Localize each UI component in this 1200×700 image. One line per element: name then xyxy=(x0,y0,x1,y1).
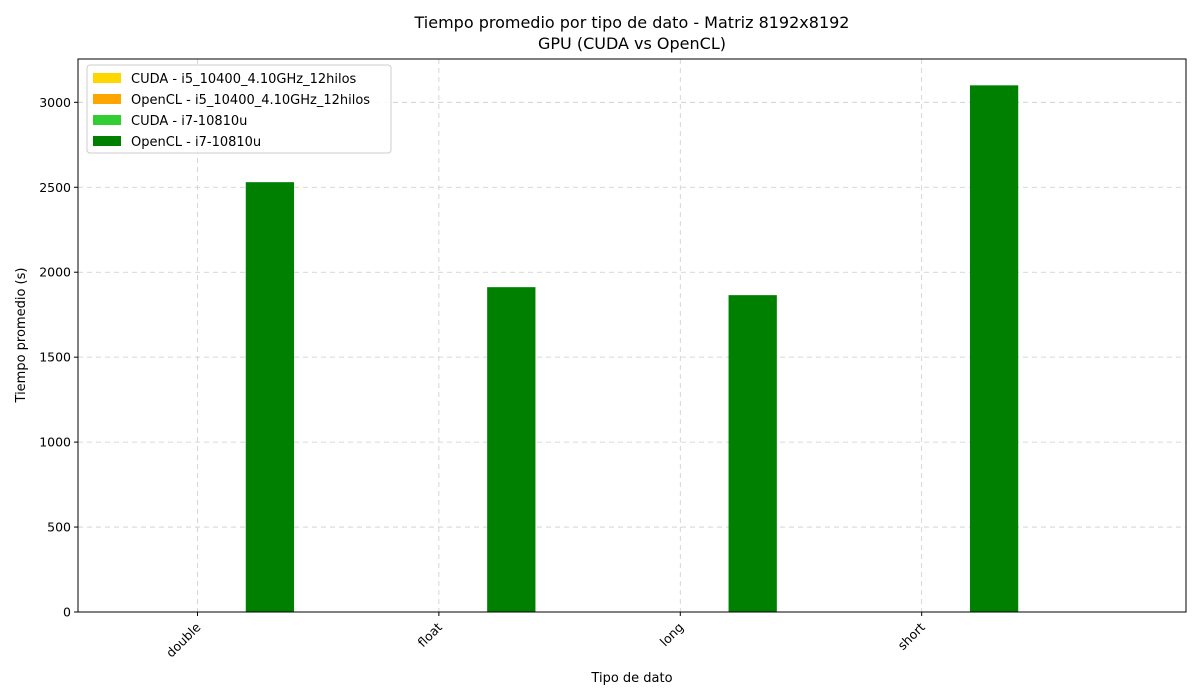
y-axis-ticks: 0 500 1000 1500 2000 2500 3000 xyxy=(39,95,78,620)
bar-short-series-3 xyxy=(969,85,1019,613)
legend-box xyxy=(86,64,392,154)
y-tick-label: 1000 xyxy=(39,435,71,450)
x-axis-label: Tipo de dato xyxy=(590,671,672,686)
y-tick-label: 2500 xyxy=(39,180,71,195)
chart-subtitle: GPU (CUDA vs OpenCL) xyxy=(538,34,726,53)
bar-float-series-3 xyxy=(487,287,536,612)
y-tick-label: 3000 xyxy=(39,95,71,110)
legend-entry-2: CUDA - i7-10810u xyxy=(131,114,247,129)
bar-double-series-3 xyxy=(245,182,295,612)
y-tick-label: 500 xyxy=(47,520,71,535)
legend-swatch xyxy=(93,73,121,83)
x-axis-ticks: double float long short xyxy=(163,612,928,660)
x-tick-label-long: long xyxy=(657,620,687,650)
legend-entry-1: OpenCL - i5_10400_4.10GHz_12hilos xyxy=(131,93,370,108)
y-axis-label: Tiempo promedio (s) xyxy=(14,268,29,404)
bar-long-series-3 xyxy=(728,295,777,612)
bars xyxy=(100,85,1019,613)
x-tick-label-short: short xyxy=(894,619,927,652)
legend-entry-3: OpenCL - i7-10810u xyxy=(131,135,261,150)
x-tick-label-double: double xyxy=(163,619,204,660)
legend-swatch xyxy=(93,94,121,104)
y-tick-label: 0 xyxy=(63,605,71,620)
x-tick-label-float: float xyxy=(415,619,446,650)
legend: CUDA - i5_10400_4.10GHz_12hilos OpenCL - … xyxy=(86,64,392,154)
y-tick-label: 1500 xyxy=(39,350,71,365)
plot-frame xyxy=(77,58,1187,613)
legend-swatch xyxy=(93,115,121,125)
y-tick-label: 2000 xyxy=(39,265,71,280)
legend-entry-0: CUDA - i5_10400_4.10GHz_12hilos xyxy=(131,72,357,87)
chart-title: Tiempo promedio por tipo de dato - Matri… xyxy=(414,13,850,32)
legend-swatch xyxy=(93,136,121,146)
